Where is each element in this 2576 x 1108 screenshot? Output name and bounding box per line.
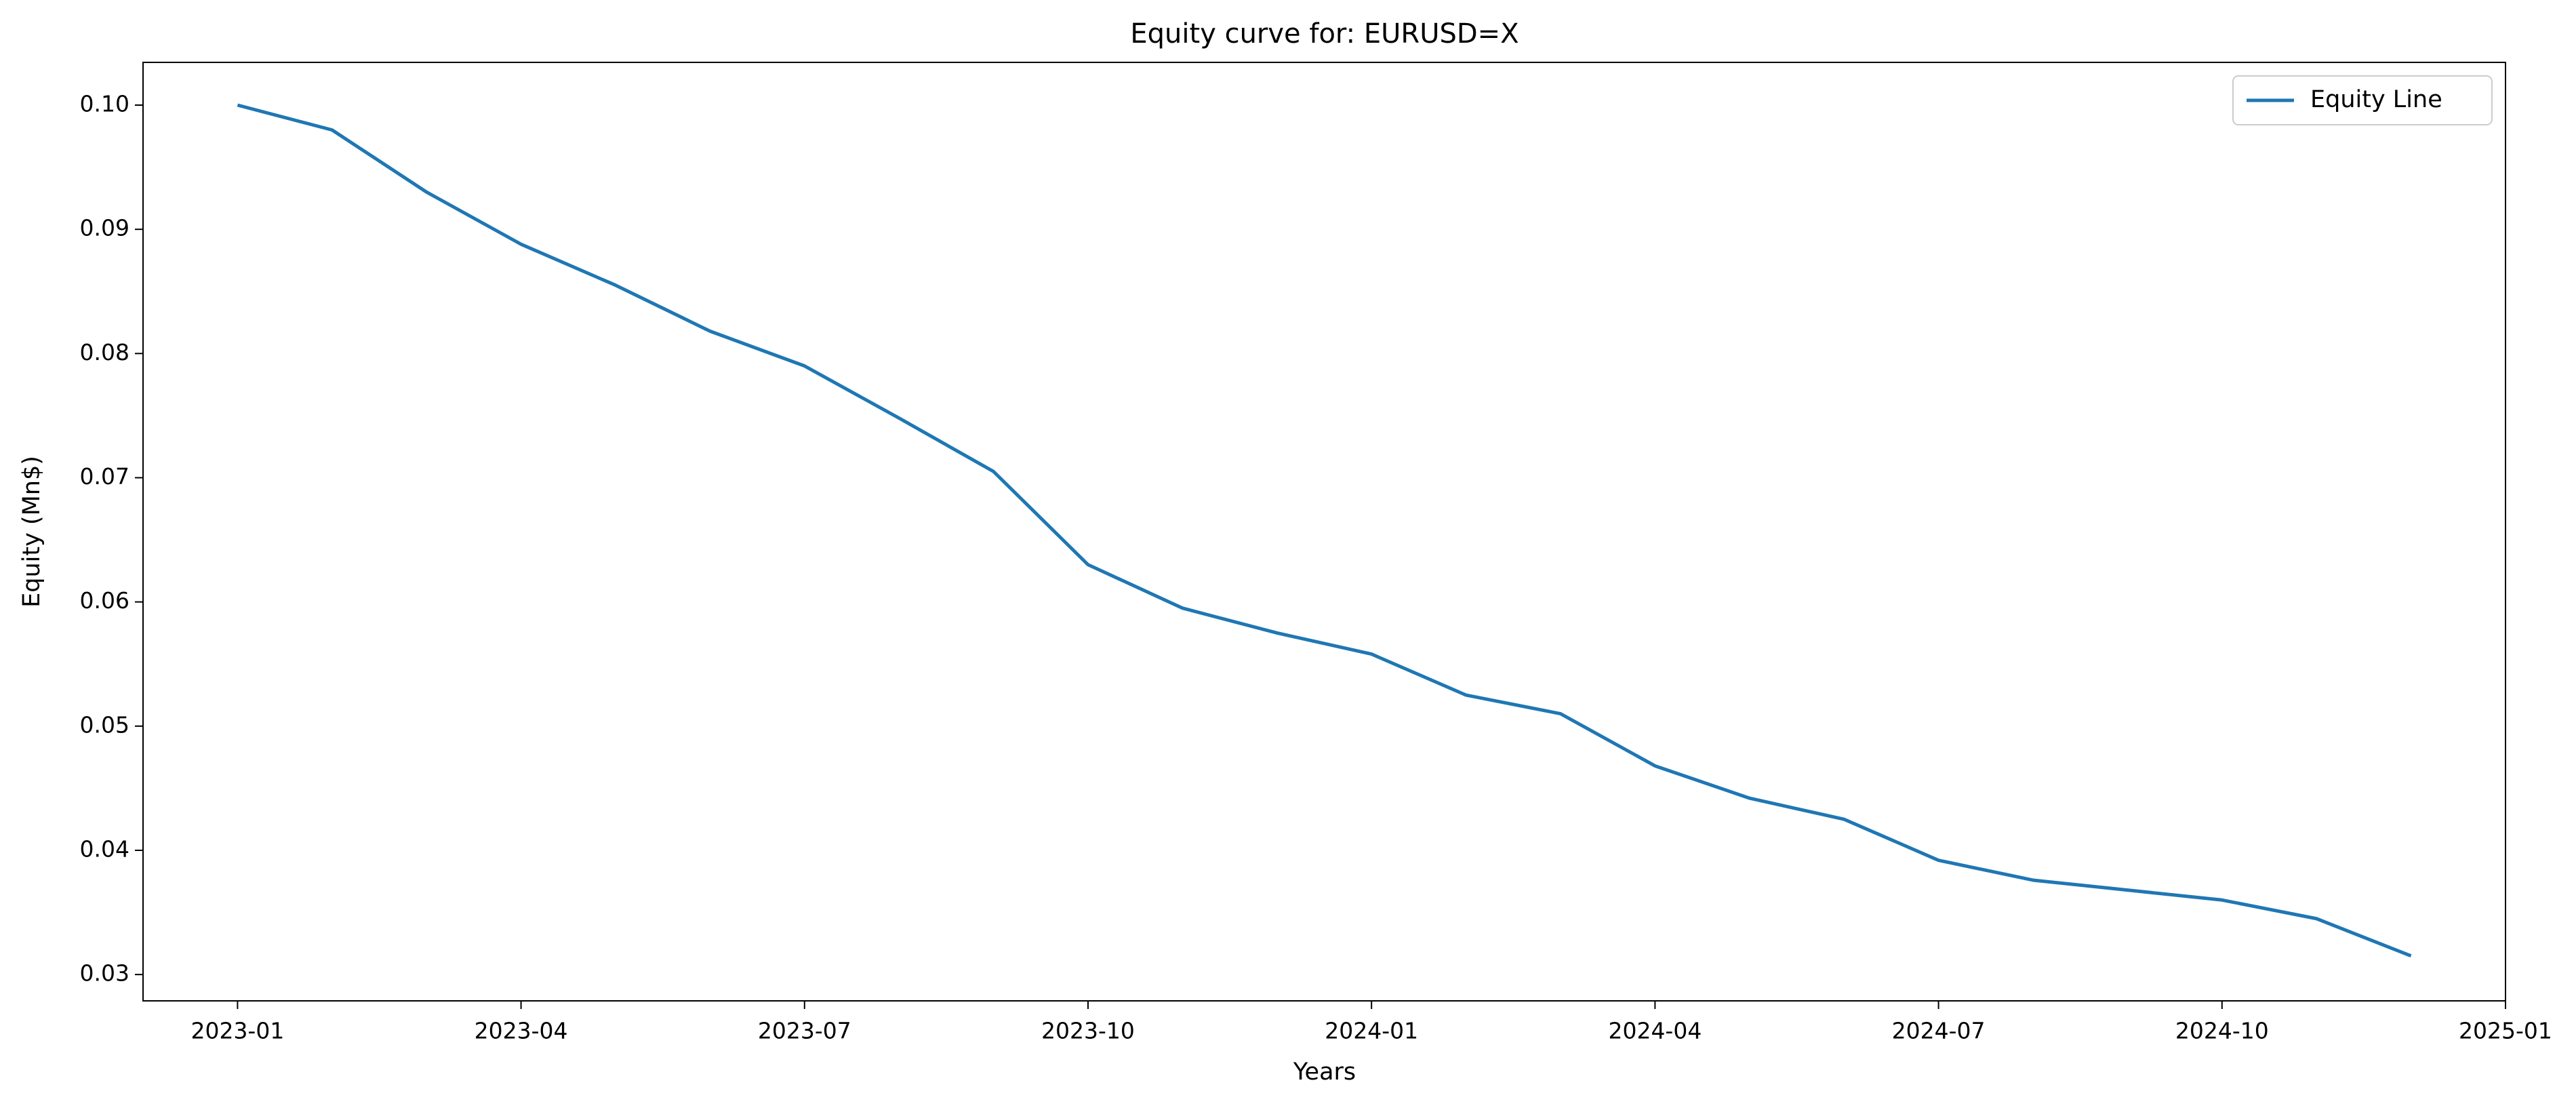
legend-label: Equity Line xyxy=(2310,86,2442,113)
plot-frame xyxy=(142,62,2506,1002)
y-tick-label: 0.07 xyxy=(80,463,129,490)
x-tick-label: 2023-01 xyxy=(190,1018,284,1044)
chart-title: Equity curve for: EURUSD=X xyxy=(1130,18,1518,50)
x-axis-label: Years xyxy=(1293,1058,1356,1086)
y-tick-label: 0.08 xyxy=(80,339,129,365)
x-tick-label: 2024-10 xyxy=(2175,1018,2269,1044)
x-tick-label: 2024-04 xyxy=(1608,1018,1702,1044)
legend: Equity Line xyxy=(2232,75,2493,125)
x-tick-label: 2023-10 xyxy=(1041,1018,1135,1044)
x-tick-label: 2024-07 xyxy=(1892,1018,1986,1044)
legend-box xyxy=(2232,75,2493,125)
x-tick-label: 2024-01 xyxy=(1325,1018,1418,1044)
equity-line xyxy=(237,103,2412,958)
y-tick-label: 0.03 xyxy=(80,960,129,987)
y-axis-label: Equity (Mn$) xyxy=(18,456,45,608)
y-tick-label: 0.10 xyxy=(80,91,129,117)
x-tick-label: 2025-01 xyxy=(2459,1018,2552,1044)
y-tick-label: 0.05 xyxy=(80,711,129,738)
y-tick-label: 0.06 xyxy=(80,587,129,614)
y-tick-label: 0.09 xyxy=(80,215,129,241)
x-tick-label: 2023-07 xyxy=(758,1018,851,1044)
y-tick-label: 0.04 xyxy=(80,836,129,863)
x-tick-label: 2023-04 xyxy=(475,1018,568,1044)
